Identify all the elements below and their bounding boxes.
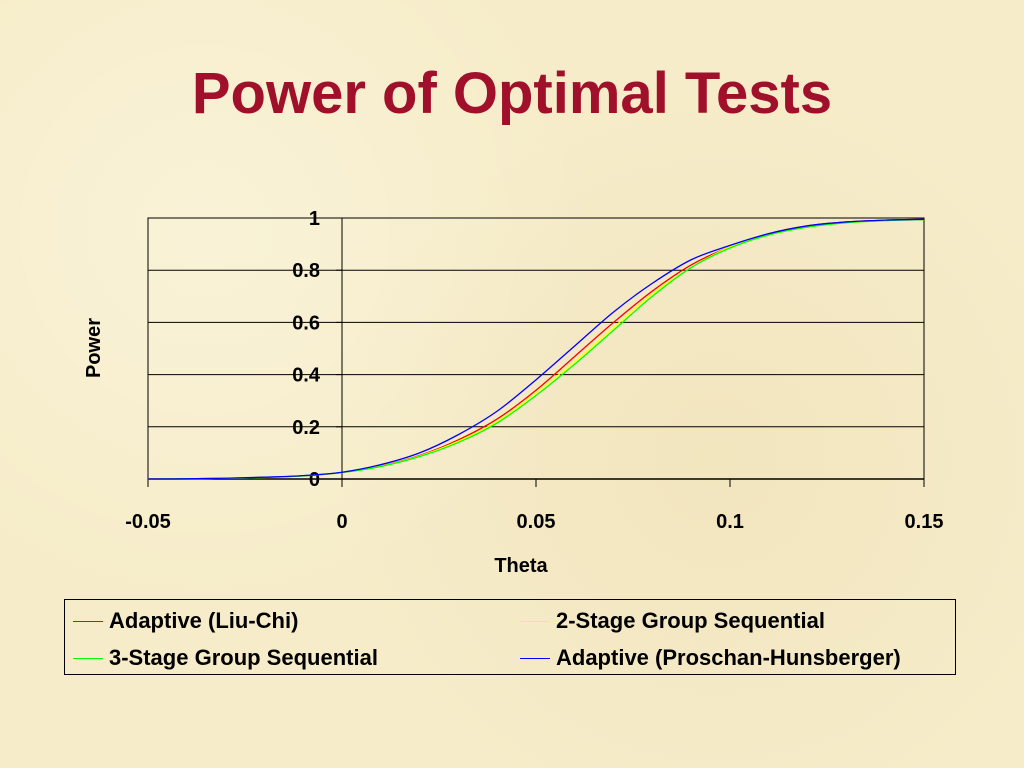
legend-swatch-3-stage (73, 657, 103, 659)
plot-frame (147, 217, 925, 480)
x-tick-label: 0.05 (517, 511, 556, 533)
x-tick-label: 0.15 (905, 511, 944, 533)
y-tick-label: 0 (309, 469, 320, 491)
series-lines (147, 218, 925, 480)
legend-item-2-stage: 2-Stage Group Sequential (520, 608, 825, 634)
legend-label-3-stage: 3-Stage Group Sequential (109, 645, 378, 670)
series-line-3-stage (147, 218, 925, 480)
slide-title: Power of Optimal Tests (191, 61, 833, 126)
x-tick-label: -0.05 (125, 511, 171, 533)
series-line-proschan (147, 218, 925, 480)
power-chart: 0 0.2 0.4 0.6 0.8 1 -0.05 0 0.05 0.1 0.15 Theta P… (83, 208, 943, 577)
legend-item-3-stage: 3-Stage Group Sequential (73, 645, 378, 671)
series-line-liu-chi (147, 218, 925, 480)
grid-lines (148, 217, 924, 480)
series-line-2-stage (147, 218, 925, 480)
legend-label-2-stage: 2-Stage Group Sequential (556, 608, 825, 633)
x-axis-label: Theta (494, 555, 548, 577)
y-tick-label: 0.4 (292, 365, 321, 387)
legend-swatch-liu-chi (73, 620, 103, 622)
legend-item-proschan: Adaptive (Proschan-Hunsberger) (520, 645, 901, 671)
x-tick-label: 0.1 (716, 511, 744, 533)
chart-legend: Adaptive (Liu-Chi) 2-Stage Group Sequent… (64, 599, 956, 675)
legend-label-liu-chi: Adaptive (Liu-Chi) (109, 608, 299, 633)
y-tick-labels: 0 0.2 0.4 0.6 0.8 1 (292, 208, 321, 491)
y-tick-label: 0.6 (292, 312, 320, 334)
legend-item-liu-chi: Adaptive (Liu-Chi) (73, 608, 298, 634)
x-tick-label: 0 (336, 511, 347, 533)
y-tick-label: 0.2 (292, 417, 320, 439)
legend-swatch-proschan (520, 657, 550, 659)
legend-label-proschan: Adaptive (Proschan-Hunsberger) (556, 645, 901, 670)
axes (147, 217, 925, 487)
y-axis-label: Power (83, 318, 105, 378)
y-tick-label: 1 (309, 208, 320, 230)
legend-swatch-2-stage (520, 620, 550, 622)
y-tick-label: 0.8 (292, 260, 320, 282)
x-tick-labels: -0.05 0 0.05 0.1 0.15 (125, 511, 943, 533)
